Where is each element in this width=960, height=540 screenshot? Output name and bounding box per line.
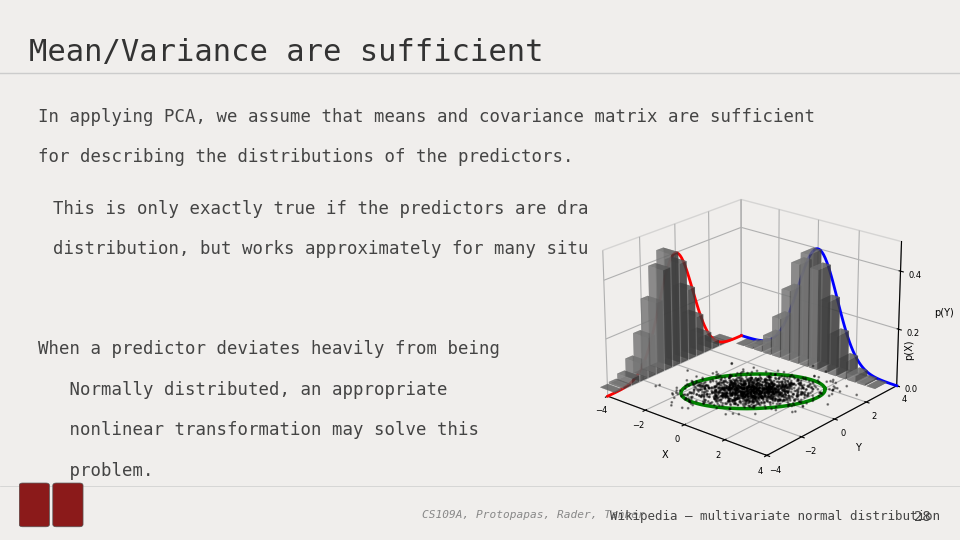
Text: In applying PCA, we assume that means and covariance matrix are sufficient: In applying PCA, we assume that means an… xyxy=(38,108,815,126)
Text: nonlinear transformation may solve this: nonlinear transformation may solve this xyxy=(38,421,479,439)
Text: p(X): p(X) xyxy=(904,340,914,360)
FancyBboxPatch shape xyxy=(53,483,83,527)
X-axis label: X: X xyxy=(661,450,668,460)
Text: problem.: problem. xyxy=(38,462,154,480)
Text: Wikipedia – multivariate normal distribution: Wikipedia – multivariate normal distribu… xyxy=(610,510,940,523)
Text: Normally distributed, an appropriate: Normally distributed, an appropriate xyxy=(38,381,448,399)
Text: This is only exactly true if the predictors are drawn from a multivariable Norma: This is only exactly true if the predict… xyxy=(53,200,903,218)
Y-axis label: Y: Y xyxy=(855,443,861,453)
Text: CS109A, Protopapas, Rader, Tanner: CS109A, Protopapas, Rader, Tanner xyxy=(422,510,645,521)
Text: distribution, but works approximately for many situations.: distribution, but works approximately fo… xyxy=(53,240,661,258)
Text: Mean/Variance are sufficient: Mean/Variance are sufficient xyxy=(29,38,543,67)
Text: for describing the distributions of the predictors.: for describing the distributions of the … xyxy=(38,148,574,166)
FancyBboxPatch shape xyxy=(19,483,50,527)
Text: 28: 28 xyxy=(915,510,931,524)
Text: When a predictor deviates heavily from being: When a predictor deviates heavily from b… xyxy=(38,340,500,358)
